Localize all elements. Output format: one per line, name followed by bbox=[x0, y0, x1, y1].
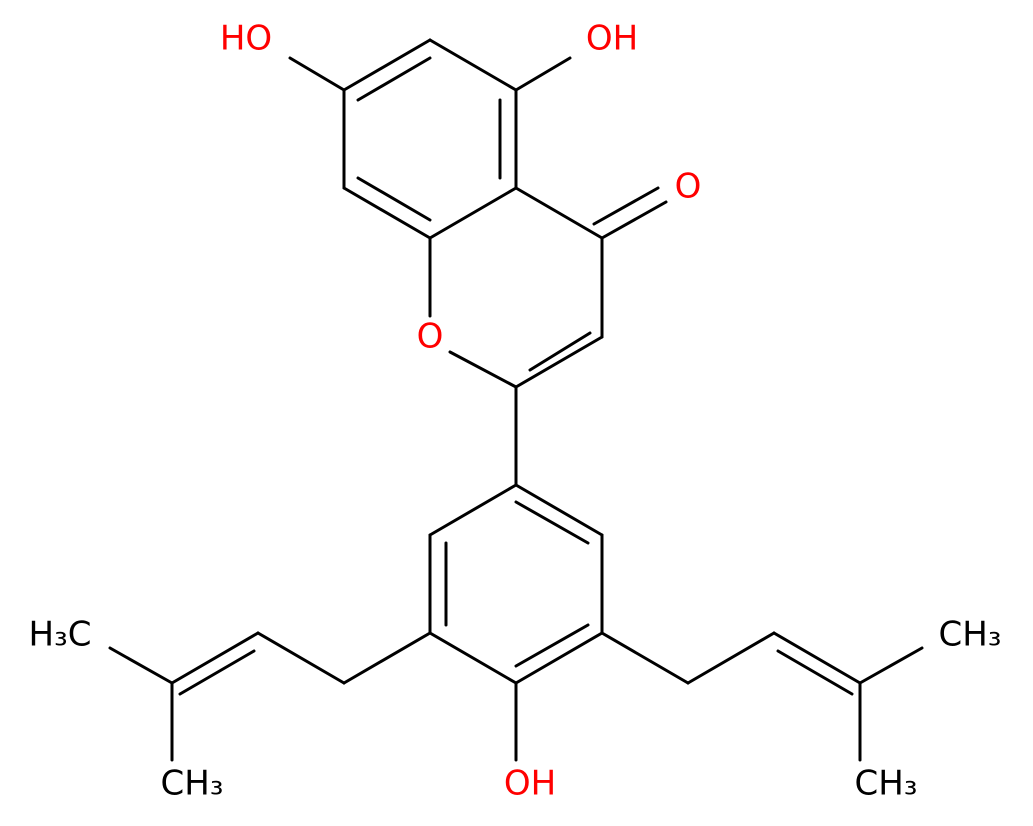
atom-label: CH₃ bbox=[161, 764, 224, 804]
atom-label: CH₃ bbox=[939, 615, 1002, 655]
atom-label: OH bbox=[504, 764, 556, 804]
atom-label: H₃C bbox=[29, 615, 92, 655]
atom-label: CH₃ bbox=[855, 764, 918, 804]
atom-label: O bbox=[675, 167, 702, 207]
bonds bbox=[108, 38, 924, 762]
atom-label: HO bbox=[220, 19, 272, 59]
atom-label: OH bbox=[586, 19, 638, 59]
atom-label: O bbox=[417, 317, 444, 357]
